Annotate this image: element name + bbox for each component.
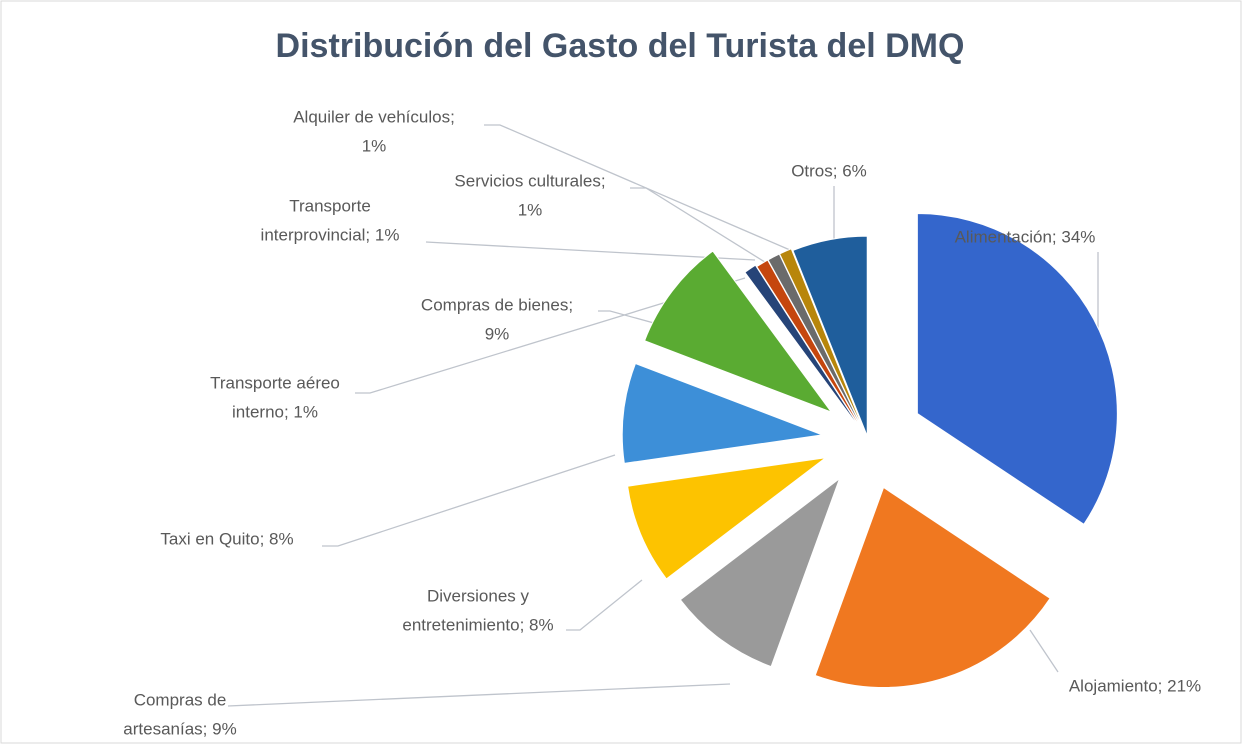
pie-slice — [778, 248, 867, 435]
pie-slice — [744, 264, 864, 434]
data-label: Taxi en Quito; 8% — [160, 529, 293, 548]
chart-title: Distribución del Gasto del Turista del D… — [276, 27, 965, 65]
data-label: interprovincial; 1% — [261, 225, 400, 244]
data-label: artesanías; 9% — [123, 719, 236, 738]
leader-line — [1029, 629, 1059, 673]
data-label: Alquiler de vehículos; — [293, 107, 455, 126]
data-label: Otros; 6% — [791, 161, 867, 180]
data-label: 1% — [518, 200, 543, 219]
data-label: 1% — [362, 136, 387, 155]
pie-slice — [627, 457, 828, 580]
data-label: Alimentación; 34% — [955, 227, 1096, 246]
data-label: entretenimiento; 8% — [402, 615, 553, 634]
data-label: Diversiones y — [427, 586, 530, 605]
pie-slice — [792, 235, 868, 437]
pie-slice — [916, 213, 1118, 526]
leader-line — [227, 683, 731, 707]
leader-line — [484, 124, 791, 251]
leader-line — [630, 187, 769, 265]
pie-slice — [814, 486, 1051, 689]
pie-slice — [643, 250, 833, 414]
data-label: 9% — [485, 324, 510, 343]
data-label: Alojamiento; 21% — [1069, 676, 1201, 695]
leader-line — [425, 241, 756, 261]
data-label: Compras de — [134, 690, 227, 709]
data-label: Compras de bienes; — [421, 295, 573, 314]
pie-slice — [621, 362, 825, 464]
data-label: Servicios culturales; — [454, 171, 605, 190]
leader-line — [355, 277, 746, 394]
pie-slice — [679, 477, 841, 668]
data-label: interno; 1% — [232, 402, 318, 421]
data-label: Transporte aéreo — [210, 373, 340, 392]
data-label: Transporte — [289, 196, 371, 215]
leader-line — [566, 579, 643, 631]
leader-line — [322, 454, 616, 547]
